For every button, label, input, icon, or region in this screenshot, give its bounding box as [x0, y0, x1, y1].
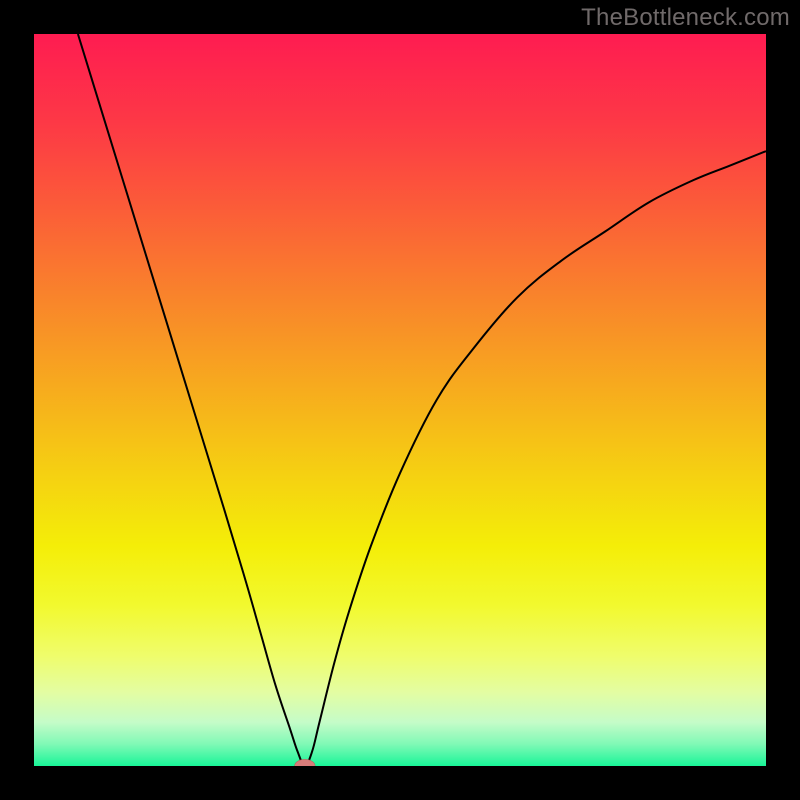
gradient-background [34, 34, 766, 766]
plot-area [34, 34, 766, 766]
chart-container: TheBottleneck.com [0, 0, 800, 800]
plot-svg [34, 34, 766, 766]
watermark-text: TheBottleneck.com [581, 4, 790, 32]
